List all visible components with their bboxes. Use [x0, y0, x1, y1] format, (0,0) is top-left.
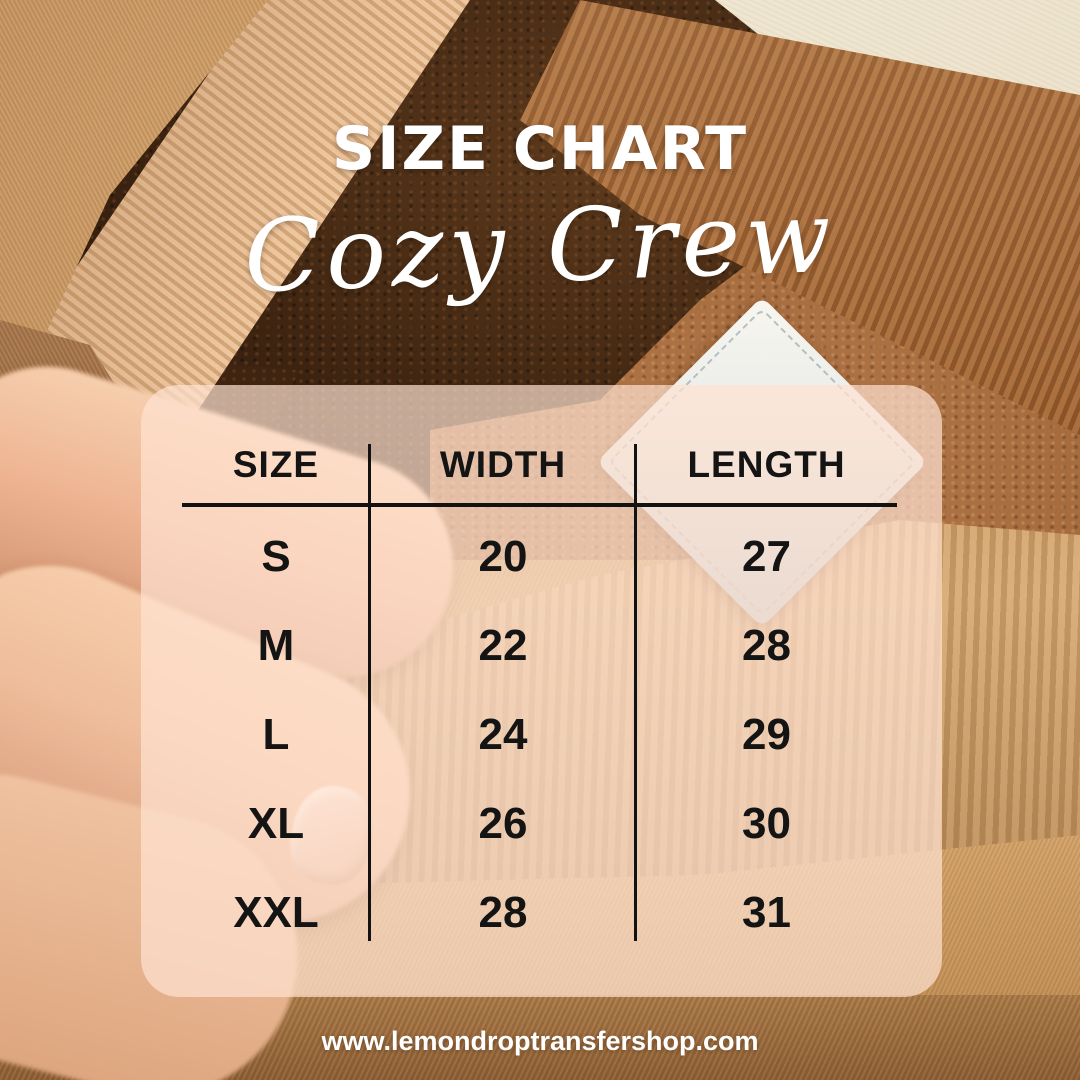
table-cell-width: 26	[478, 798, 528, 848]
table-cell-length: 28	[742, 620, 791, 670]
table-cell-length: 30	[742, 798, 791, 848]
table-column-divider-1	[368, 444, 371, 941]
table-cell-length: 29	[742, 709, 791, 759]
table-cell-width: 24	[478, 709, 528, 759]
size-table: SIZE WIDTH LENGTH S 20 27 M 22 28 L 24 2…	[182, 418, 897, 957]
table-cell-length: 27	[742, 531, 791, 581]
table-cell-size: M	[257, 620, 295, 670]
column-header-size: SIZE	[232, 444, 320, 485]
page-title: SIZE CHART	[331, 114, 749, 184]
size-table-panel	[141, 385, 942, 997]
table-column-divider-2	[634, 444, 637, 941]
table-header-divider	[182, 503, 897, 507]
table-cell-width: 20	[478, 531, 528, 581]
table-cell-width: 28	[478, 887, 528, 937]
table-cell-size: S	[261, 531, 291, 581]
table-cell-width: 22	[478, 620, 528, 670]
table-cell-size: XXL	[233, 887, 319, 937]
table-cell-size: L	[262, 709, 290, 759]
table-cell-length: 31	[742, 887, 791, 937]
column-header-length: LENGTH	[687, 444, 846, 485]
website-url: www.lemondroptransfershop.com	[321, 1026, 759, 1056]
table-cell-size: XL	[247, 798, 305, 848]
column-header-width: WIDTH	[439, 444, 567, 485]
